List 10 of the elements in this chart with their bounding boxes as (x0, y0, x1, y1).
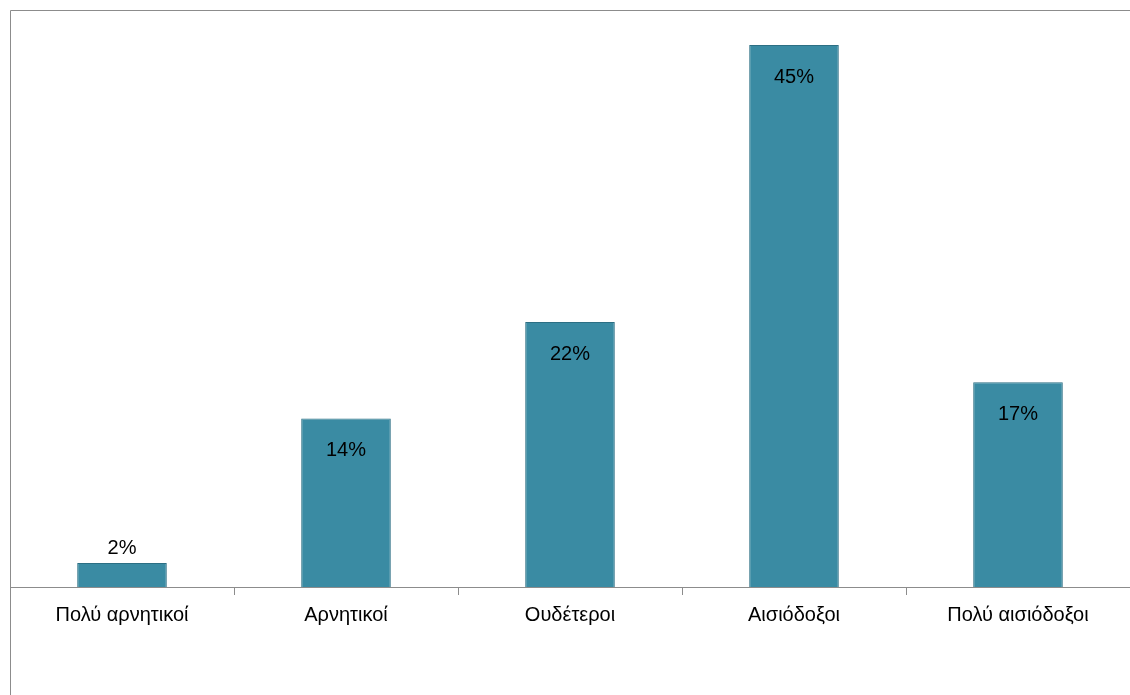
data-label: 2% (107, 536, 137, 559)
x-tick-label: Αισιόδοξοι (748, 602, 840, 625)
data-label: 17% (997, 401, 1039, 424)
x-tick-label: Πολύ αρνητικοί (55, 602, 190, 625)
data-label: 14% (325, 437, 367, 460)
x-tick-label: Ουδέτεροι (524, 602, 616, 625)
x-tick-label: Πολύ αισιόδοξοι (947, 602, 1089, 625)
data-label: 45% (773, 64, 815, 87)
data-label: 22% (549, 341, 591, 364)
x-tick-label: Αρνητικοί (304, 602, 389, 625)
